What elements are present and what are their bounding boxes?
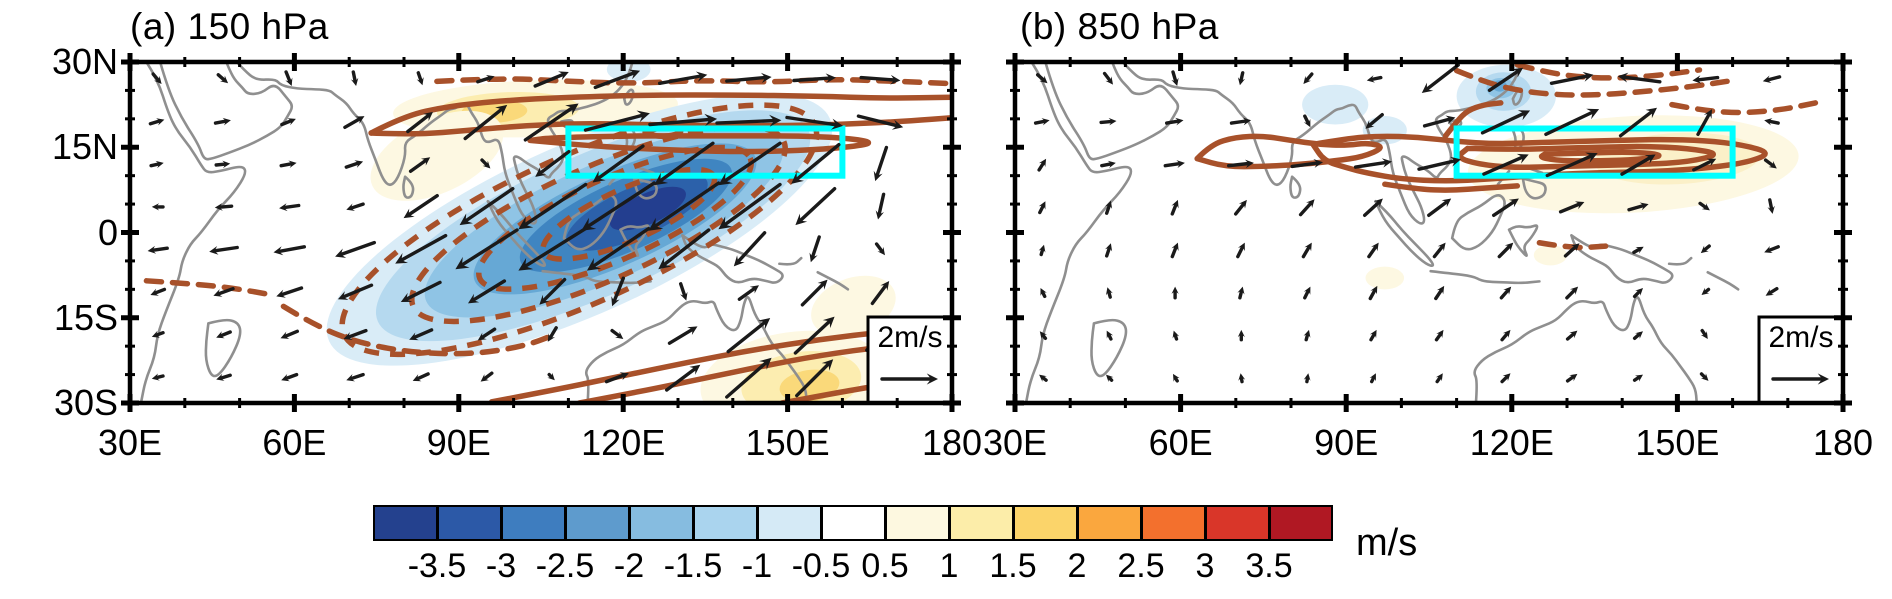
colorbar-tick-label: -1 [741, 547, 773, 585]
colorbar-cell [373, 505, 437, 541]
colorbar-tick-label: 0.5 [861, 547, 909, 585]
x-tick-label: 150E [745, 422, 830, 463]
colorbar-tick-label: -2 [613, 547, 645, 585]
colorbar-tick-label: -1.5 [663, 547, 723, 585]
y-tick-label: 30N [51, 41, 118, 82]
colorbar-cell [757, 505, 821, 541]
panel-b-title: (b) 850 hPa [1020, 6, 1219, 47]
x-tick-label: 180 [921, 422, 983, 463]
wind-vectors [147, 69, 904, 399]
colorbar-tick-label: 3.5 [1245, 547, 1293, 585]
panel-a-map [139, 62, 952, 403]
colorbar-tick-label: -3 [485, 547, 517, 585]
colorbar-cell [1013, 505, 1077, 541]
axes-frame [1006, 53, 1852, 412]
colorbar-cell [1269, 505, 1333, 541]
panel-b-map [1024, 62, 1837, 403]
axes-frame [121, 53, 961, 412]
x-tick-label: 30E [97, 422, 163, 463]
colorbar-tick-label: 1 [939, 547, 959, 585]
colorbar-cell [565, 505, 629, 541]
reference-vector-label: 2m/s [877, 321, 943, 354]
colorbar-cell [1205, 505, 1269, 541]
colorbar-cell [1141, 505, 1205, 541]
colorbar-cell [1077, 505, 1141, 541]
colorbar-cell [629, 505, 693, 541]
colorbar-tick-label: 1.5 [989, 547, 1037, 585]
x-tick-label: 150E [1635, 422, 1720, 463]
colorbar-cell [949, 505, 1013, 541]
x-tick-label: 30E [982, 422, 1048, 463]
colorbar-cell [693, 505, 757, 541]
y-tick-label: 15N [51, 126, 118, 168]
colorbar-cell [501, 505, 565, 541]
reference-vector-label: 2m/s [1768, 321, 1834, 354]
x-tick-label: 180 [1812, 422, 1874, 463]
x-tick-label: 120E [1469, 422, 1554, 463]
colorbar-tick-label: 2.5 [1117, 547, 1165, 585]
analysis-box [1453, 125, 1736, 179]
x-tick-label: 90E [426, 422, 491, 463]
colorbar-tick-label: -2.5 [535, 547, 595, 585]
x-tick-label: 120E [581, 422, 666, 463]
colorbar-tick-label: -0.5 [791, 547, 851, 585]
colorbar-cell [885, 505, 949, 541]
colorbar-tick-label: 2 [1067, 547, 1087, 585]
colorbar-tick-label: -3.5 [407, 547, 467, 585]
x-tick-label: 60E [1148, 422, 1213, 463]
colorbar-unit-label: m/s [1356, 522, 1418, 564]
y-tick-label: 0 [97, 211, 118, 253]
x-tick-label: 60E [262, 422, 327, 463]
x-tick-label: 90E [1314, 422, 1379, 463]
panel-a-title: (a) 150 hPa [130, 6, 329, 47]
anomaly-contours [1194, 62, 1819, 251]
y-tick-label: 15S [53, 296, 118, 338]
colorbar-cell [821, 505, 885, 541]
colorbar-cell [437, 505, 501, 541]
reference-vector-box [1757, 315, 1845, 405]
y-tick-label: 30S [53, 382, 118, 423]
colorbar-tick-label: 3 [1195, 547, 1215, 585]
wind-vectors [1033, 63, 1782, 384]
